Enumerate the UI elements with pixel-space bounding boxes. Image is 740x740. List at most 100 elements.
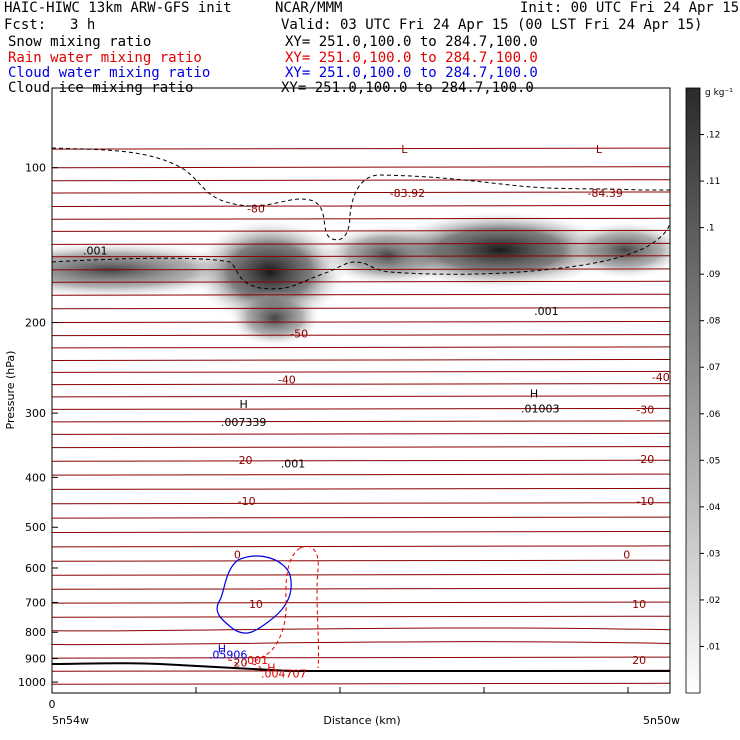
isotherm-line-22 bbox=[52, 432, 670, 436]
isotherm-label-3: -40 bbox=[652, 371, 670, 384]
y-tick-label-8: 900 bbox=[25, 653, 46, 666]
isotherm-line-0 bbox=[52, 147, 670, 151]
x-tick-label-zero: 0 bbox=[49, 698, 56, 711]
colorbar-unit: g kg⁻¹ bbox=[705, 88, 733, 98]
field-label-cloud-water: Cloud water mixing ratio bbox=[8, 65, 211, 81]
annotation-13: .001 bbox=[244, 654, 269, 667]
terrain-surface bbox=[52, 662, 670, 672]
annotation-2: L bbox=[596, 143, 603, 156]
isotherm-line-31 bbox=[52, 559, 670, 563]
colorbar-tick-label-1: .02 bbox=[706, 596, 720, 606]
annotation-5: .001 bbox=[534, 305, 559, 318]
isotherm-label-2: -40 bbox=[278, 373, 296, 386]
colorbar-tick-label-3: .04 bbox=[706, 503, 721, 513]
colorbar-tick-label-9: .1 bbox=[706, 224, 715, 234]
annotation-0: L bbox=[401, 143, 408, 156]
colorbar-tick-label-8: .09 bbox=[706, 270, 721, 280]
isotherm-line-36 bbox=[52, 627, 670, 632]
isotherm-line-15 bbox=[52, 346, 670, 349]
field-label-snow: Snow mixing ratio bbox=[8, 34, 152, 50]
isotherm-label-14: 20 bbox=[632, 654, 646, 667]
colorbar-tick-label-11: .12 bbox=[706, 131, 720, 141]
isotherm-line-21 bbox=[52, 420, 670, 423]
isotherm-line-19 bbox=[52, 395, 670, 398]
isotherm-line-18 bbox=[52, 383, 670, 386]
y-tick-label-6: 700 bbox=[25, 596, 46, 609]
colorbar-tick-label-10: .11 bbox=[706, 177, 720, 187]
isotherm-line-12 bbox=[52, 307, 670, 310]
y-axis: 100 200 300 400 500 600 700 800 900 1000 bbox=[18, 162, 58, 689]
isotherm-line-16 bbox=[52, 359, 670, 362]
forecast-label: Fcst: bbox=[4, 17, 47, 33]
isotherm-label-13: 20 bbox=[233, 656, 247, 669]
isotherm-line-30 bbox=[52, 545, 670, 548]
isotherm-line-26 bbox=[52, 487, 670, 491]
valid-time: Valid: 03 UTC Fri 24 Apr 15 (00 LST Fri … bbox=[281, 17, 703, 33]
y-tick-label-3: 400 bbox=[25, 471, 46, 484]
x-axis: 0 5n54w Distance (km) 5n50w bbox=[49, 687, 680, 727]
snow-core-left bbox=[195, 220, 345, 324]
isotherm-line-40 bbox=[52, 682, 670, 686]
isotherm-line-4 bbox=[52, 205, 670, 208]
isotherm-line-1 bbox=[52, 166, 670, 169]
annotation-12: .05906 bbox=[209, 648, 248, 661]
colorbar-tick-label-7: .08 bbox=[706, 317, 721, 327]
moisture-contours bbox=[52, 147, 670, 673]
isotherm-line-14 bbox=[52, 334, 670, 337]
colorbar-tick-label-0: .01 bbox=[706, 642, 720, 652]
cloud-water-contour bbox=[216, 555, 292, 634]
annotation-14: H bbox=[267, 662, 275, 675]
x-left-label: 5n54w bbox=[52, 714, 89, 727]
isotherm-line-2 bbox=[52, 179, 670, 182]
isotherm-label-6: -20 bbox=[636, 453, 654, 466]
isotherm-label-7: -10 bbox=[238, 495, 256, 508]
snow-band-right bbox=[565, 222, 670, 278]
isotherm-label-9: 0 bbox=[234, 549, 241, 562]
xsection-snow: XY= 251.0,100.0 to 284.7,100.0 bbox=[285, 34, 538, 50]
annotation-4: .001 bbox=[83, 245, 108, 258]
annotation-1: -83.92 bbox=[390, 187, 425, 200]
annotation-3: -84.39 bbox=[587, 187, 622, 200]
isotherm-label-1: -50 bbox=[290, 327, 308, 340]
isotherm-line-32 bbox=[52, 573, 670, 577]
y-tick-label-4: 500 bbox=[25, 521, 46, 534]
isotherm-line-34 bbox=[52, 601, 670, 605]
isotherm-line-35 bbox=[52, 615, 670, 619]
isotherm-label-4: -30 bbox=[636, 403, 654, 416]
y-tick-label-0: 100 bbox=[25, 162, 46, 175]
isotherm-line-20 bbox=[52, 407, 670, 411]
isotherm-line-25 bbox=[52, 473, 670, 477]
cloud-ice-contour-upper bbox=[52, 147, 670, 241]
y-tick-label-2: 300 bbox=[25, 407, 46, 420]
isotherm-label-10: 0 bbox=[623, 549, 630, 562]
plot-frame bbox=[51, 87, 671, 694]
isotherm-line-38 bbox=[52, 656, 670, 660]
isotherm-line-13 bbox=[52, 321, 670, 324]
isotherm-line-5 bbox=[52, 217, 670, 221]
colorbar-tick-label-2: .03 bbox=[706, 549, 720, 559]
contour-labels: -80 -50 -40 -40 -30 -20 -20 -10 -10 0 0 10 10 20 20 L -8… bbox=[83, 143, 670, 680]
organization-label: NCAR/MMM bbox=[275, 0, 343, 16]
annotation-11: H bbox=[218, 642, 226, 655]
isotherm-label-5: -20 bbox=[235, 454, 253, 467]
xsection-rain: XY= 251.0,100.0 to 284.7,100.0 bbox=[285, 50, 538, 66]
isotherm-line-24 bbox=[52, 459, 670, 463]
colorbar: g kg⁻¹ .01 .02 .03 .04 .05 .06 .07 .08 .09 .1 .11.… bbox=[685, 87, 733, 694]
annotation-10: .001 bbox=[281, 458, 306, 471]
snow-shading bbox=[52, 212, 670, 346]
y-tick-label-9: 1000 bbox=[18, 676, 46, 689]
isotherm-line-33 bbox=[52, 587, 670, 591]
annotation-9: .01003 bbox=[521, 403, 560, 416]
y-tick-label-5: 600 bbox=[25, 562, 46, 575]
isotherm-line-37 bbox=[52, 641, 670, 646]
isotherm-label-8: -10 bbox=[636, 495, 654, 508]
y-tick-label-1: 200 bbox=[25, 317, 46, 330]
rain-water-contour bbox=[227, 545, 319, 673]
isotherm-line-28 bbox=[52, 516, 670, 520]
isotherm-line-3 bbox=[52, 191, 670, 194]
y-tick-label-7: 800 bbox=[25, 626, 46, 639]
isotherm-label-0: -80 bbox=[247, 202, 265, 215]
colorbar-tick-label-6: .07 bbox=[706, 363, 720, 373]
isotherm-line-29 bbox=[52, 531, 670, 534]
